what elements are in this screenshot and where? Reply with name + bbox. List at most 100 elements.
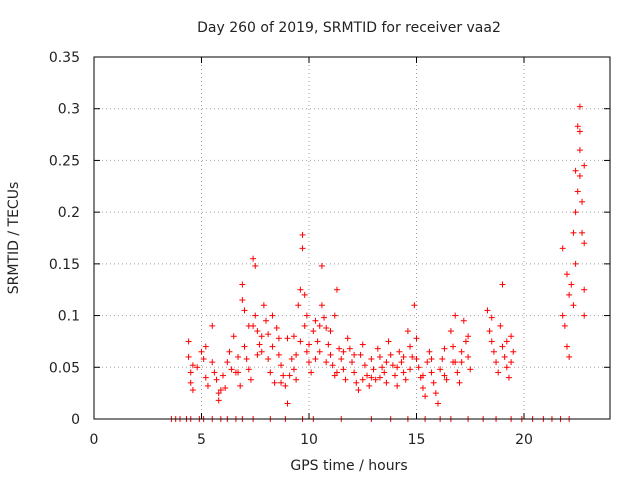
data-point [318,302,325,309]
data-point [209,359,216,366]
data-point [574,123,581,130]
data-point [185,353,192,360]
data-point [368,356,375,363]
data-point [333,369,340,376]
data-point [263,317,269,324]
data-point [260,302,267,309]
data-point [340,366,347,373]
data-point [402,376,409,383]
y-axis-label: SRMTID / TECUs [6,182,22,295]
data-point [497,322,504,329]
x-tick-label: 5 [197,432,206,448]
data-point [275,335,282,342]
data-point [299,231,306,238]
data-point [441,345,448,352]
data-point [269,343,276,350]
data-point [278,362,285,369]
data-point [435,400,441,407]
data-point [581,162,588,169]
data-point [570,229,577,236]
data-point [490,348,497,355]
data-point [579,198,586,205]
data-point [426,348,433,355]
data-point [368,374,375,381]
data-point [424,359,431,366]
data-point [331,312,338,319]
y-tick-label: 0.15 [49,257,80,273]
data-point [290,366,297,373]
data-point [256,341,263,348]
data-point [204,382,211,389]
y-tick-label: 0.05 [49,360,80,376]
data-point [439,356,446,363]
data-point [235,369,242,376]
data-point [432,390,439,397]
data-point [323,359,330,366]
data-point [495,369,502,376]
data-point [331,372,338,379]
data-point [572,167,579,174]
data-point [407,343,414,350]
data-points [168,103,588,422]
data-point [488,314,495,321]
data-point [465,333,472,340]
data-point [286,372,293,379]
data-point [325,341,332,348]
data-point [413,335,420,342]
data-point [290,333,297,340]
data-point [316,322,323,329]
data-point [321,314,328,321]
data-point [428,356,435,363]
data-point [383,359,390,366]
data-point [301,322,308,329]
data-point [407,366,414,373]
data-point [430,379,437,386]
data-point [572,209,579,216]
data-point [499,281,506,288]
data-point [284,335,291,342]
data-point [241,343,248,350]
y-tick-label: 0.25 [49,153,80,169]
data-point [394,364,401,371]
data-point [383,379,390,386]
data-point [379,364,386,371]
data-point [376,353,383,360]
data-point [505,374,512,381]
data-point [400,353,407,360]
y-tick-label: 0.3 [58,102,80,118]
data-point [293,351,300,358]
data-point [252,312,259,319]
data-point [372,376,379,383]
data-point [267,369,274,376]
data-point [329,362,336,369]
data-point [288,356,295,363]
data-point [269,312,276,319]
y-tick-label: 0.1 [58,309,80,325]
data-point [241,307,248,314]
data-point [581,240,588,247]
chart-title: Day 260 of 2019, SRMTID for receiver vaa… [197,20,501,36]
data-point [202,374,209,381]
data-point [450,343,457,350]
data-point [245,366,252,373]
data-point [258,348,265,355]
data-point [194,364,201,371]
data-point [460,317,467,324]
data-point [226,348,233,355]
data-point [202,343,209,350]
data-point [293,376,300,383]
data-point [189,387,196,394]
data-point [303,312,310,319]
data-point [310,328,317,335]
data-point [579,229,586,236]
data-point [265,356,272,363]
data-point [564,343,570,350]
data-point [465,353,472,360]
data-point [493,359,500,366]
data-point [280,372,287,379]
data-point [415,364,422,371]
data-point [245,322,252,329]
data-point [450,359,457,366]
data-point [351,369,358,376]
data-point [456,379,463,386]
